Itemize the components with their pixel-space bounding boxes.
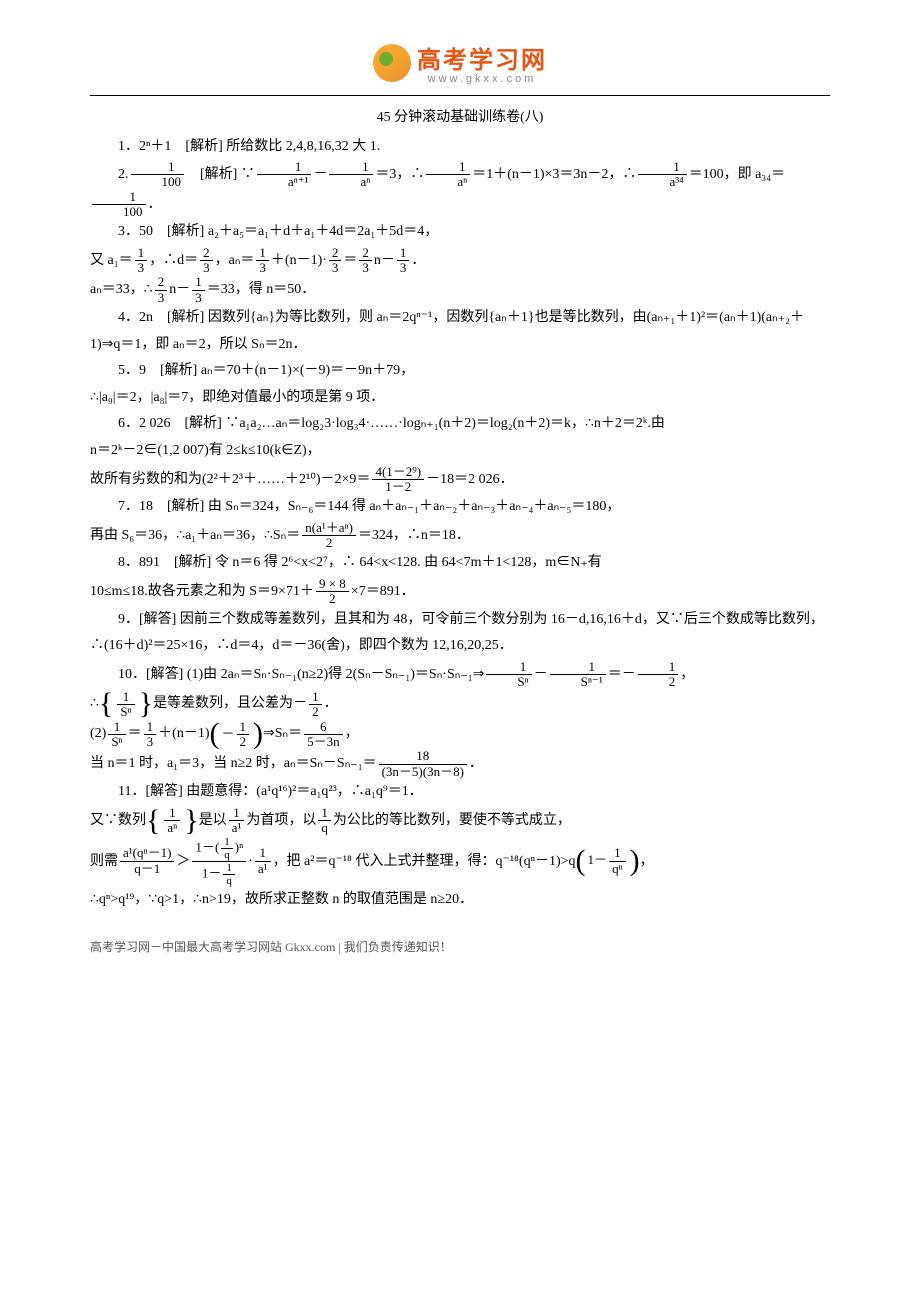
item-8-line1: 8．891 [解析] 令 n＝6 得 2⁶<x<2⁷，∴ 64<x<128. 由… [90,550,830,577]
item-6-line2: n＝2ᵏ－2∈(1,2 007)有 2≤k≤10(k∈Z)， [90,438,830,465]
content-body: 1．2ⁿ＋1 [解析] 所给数比 2,4,8,16,32 大 1. 2.1100… [90,134,830,914]
page-title: 45 分钟滚动基础训练卷(八) [90,106,830,126]
item-10-line1: 10．[解答] (1)由 2aₙ＝Sₙ·Sₙ₋₁(n≥2)得 2(Sₙ－Sₙ₋₁… [90,660,830,690]
item-3-line2: 又 a₁＝13，∴d＝23，aₙ＝13＋(n－1)·23＝23n－13． [90,246,830,276]
item-10-line4: 当 n＝1 时，a₁＝3，当 n≥2 时，aₙ＝Sₙ－Sₙ₋₁＝18(3n－5)… [90,749,830,779]
item-11-line2: 又∵数列{1aⁿ}是以1a¹为首项，以1q为公比的等比数列，要使不等式成立， [90,806,830,836]
item-2: 2.1100 [解析] ∵1aⁿ⁺¹－1aⁿ＝3，∴1aⁿ＝1＋(n－1)×3＝… [90,160,830,219]
item-8-line2: 10≤m≤18.故各元素之和为 S＝9×71＋9 × 82×7＝891． [90,577,830,607]
logo-text-cn: 高考学习网 [417,40,547,75]
item-4: 4．2n [解析] 因数列{aₙ}为等比数列，则 aₙ＝2qⁿ⁻¹，因数列{aₙ… [90,305,830,358]
header-divider [90,95,830,96]
item-10-line3: (2)1Sⁿ＝13＋(n－1)(－12)⇒Sₙ＝65－3n， [90,719,830,749]
item-11-line1: 11．[解答] 由题意得：(a¹q¹⁶)²＝a₁q²³，∴a₁q⁹＝1． [90,779,830,806]
logo-text-en: www.gkxx.com [417,73,547,85]
site-logo: 高考学习网 www.gkxx.com [90,40,830,87]
item-9: 9．[解答] 因前三个数成等差数列，且其和为 48，可令前三个数分别为 16－d… [90,607,830,660]
item-5-line1: 5．9 [解析] aₙ＝70＋(n－1)×(－9)＝－9n＋79， [90,358,830,385]
logo-icon [373,44,411,82]
item-11-line3: 则需a¹(qⁿ－1)q－1＞1－(1q)ⁿ1－1q·1a¹，把 a²＝q⁻¹⁸ … [90,836,830,887]
item-11-line4: ∴qⁿ>q¹⁹，∵q>1，∴n>19，故所求正整数 n 的取值范围是 n≥20． [90,887,830,914]
page-footer: 高考学习网－中国最大高考学习网站 Gkxx.com | 我们负责传递知识！ [90,938,830,955]
item-6-line3: 故所有劣数的和为(2²＋2³＋……＋2¹⁰)－2×9＝4(1－2⁹)1－2－18… [90,465,830,495]
item-5-line2: ∴|a₉|＝2，|a₈|＝7，即绝对值最小的项是第 9 项． [90,385,830,412]
item-1: 1．2ⁿ＋1 [解析] 所给数比 2,4,8,16,32 大 1. [90,134,830,161]
item-6-line1: 6．2 026 [解析] ∵a₁a₂…aₙ＝log₂3·log₃4·……·log… [90,411,830,438]
item-3-line3: aₙ＝33，∴23n－13＝33，得 n＝50． [90,275,830,305]
item-3-line1: 3．50 [解析] a₂＋a₅＝a₁＋d＋a₁＋4d＝2a₁＋5d＝4， [90,219,830,246]
item-10-line2: ∴{1Sⁿ}是等差数列，且公差为－12． [90,689,830,719]
item-7-line1: 7．18 [解析] 由 Sₙ＝324，Sₙ₋₆＝144 得 aₙ＋aₙ₋₁＋aₙ… [90,494,830,521]
item-7-line2: 再由 S₆＝36，∴a₁＋aₙ＝36，∴Sₙ＝n(a¹＋aⁿ)2＝324，∴n＝… [90,521,830,551]
